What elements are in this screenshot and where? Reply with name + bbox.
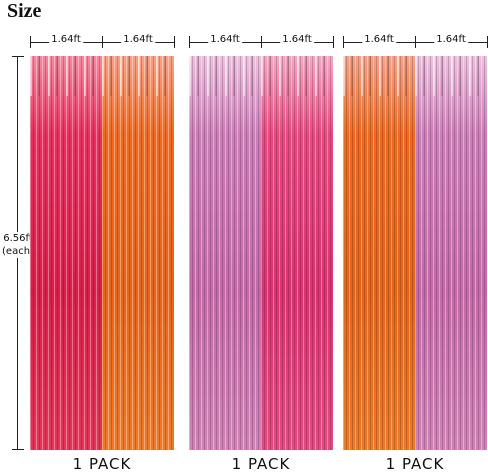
- width-label: 1.64ft: [434, 34, 468, 45]
- width-tick: [189, 36, 190, 48]
- width-label: 1.64ft: [280, 34, 314, 45]
- width-tick: [333, 36, 334, 48]
- width-tick: [102, 36, 103, 48]
- width-tick: [261, 36, 262, 48]
- curtain: [102, 56, 174, 450]
- curtain: [415, 56, 487, 450]
- curtain: [189, 56, 261, 450]
- curtain: [343, 56, 415, 450]
- height-tick: [12, 56, 24, 57]
- width-label: 1.64ft: [362, 34, 396, 45]
- width-tick: [30, 36, 31, 48]
- width-tick: [415, 36, 416, 48]
- width-tick: [343, 36, 344, 48]
- curtain: [261, 56, 333, 450]
- width-tick: [174, 36, 175, 48]
- pack-label: 1 PACK: [385, 455, 445, 473]
- width-label: 1.64ft: [208, 34, 242, 45]
- height-value: 6.56ft: [3, 233, 33, 244]
- pack-label: 1 PACK: [72, 455, 132, 473]
- title: Size: [7, 0, 42, 22]
- width-label: 1.64ft: [121, 34, 155, 45]
- width-label: 1.64ft: [49, 34, 83, 45]
- height-note: (each): [2, 246, 34, 257]
- height-tick: [12, 449, 24, 450]
- curtain: [30, 56, 102, 450]
- pack-label: 1 PACK: [231, 455, 291, 473]
